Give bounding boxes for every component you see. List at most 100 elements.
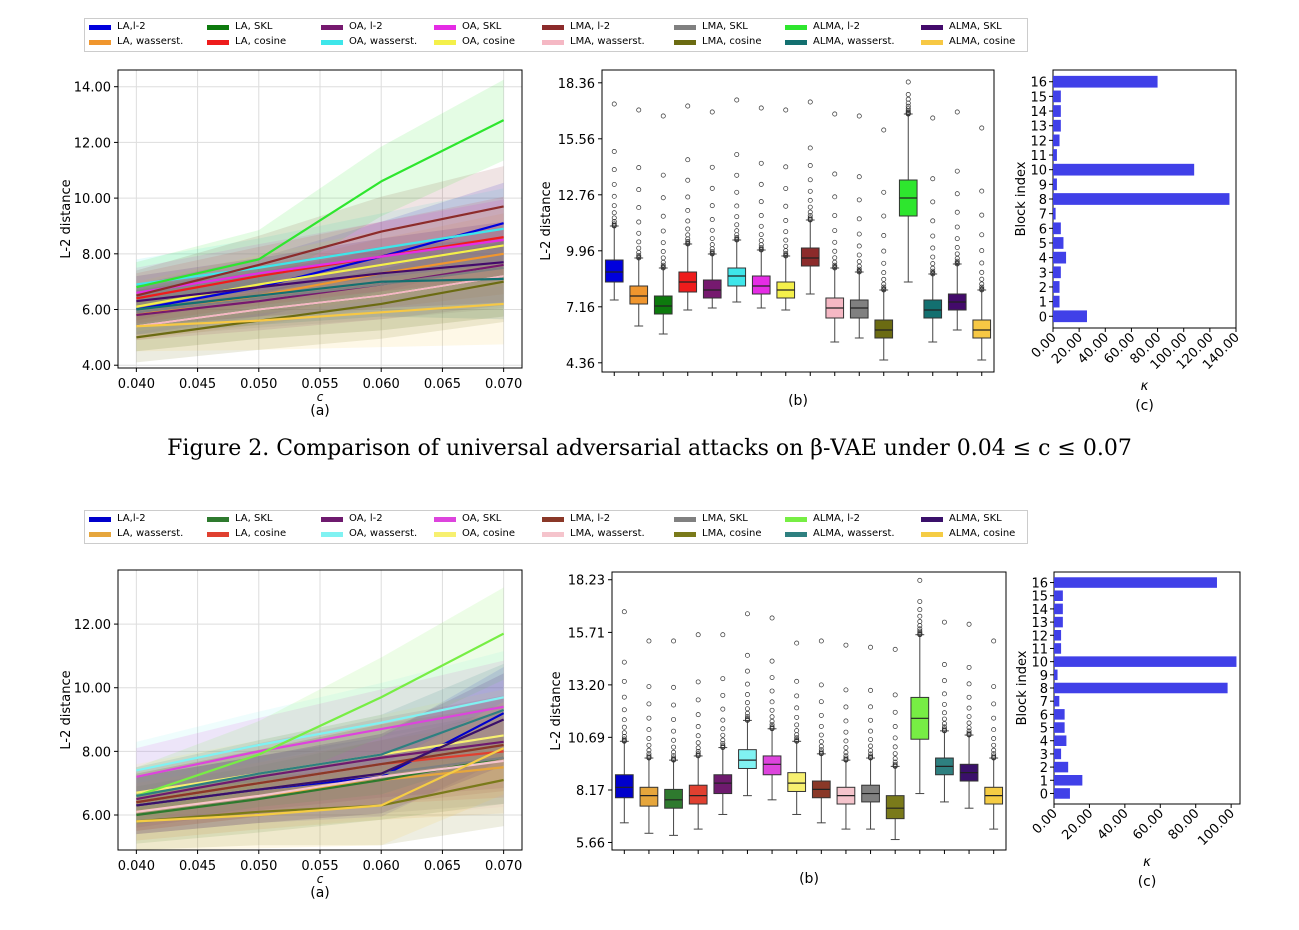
- legend-swatch: [207, 532, 229, 537]
- legend-swatch: [785, 40, 807, 45]
- y-tick-label: 4.36: [566, 357, 595, 372]
- outlier-point: [636, 252, 642, 258]
- outlier-point: [636, 205, 642, 211]
- outlier-point: [856, 197, 862, 203]
- outlier-point: [818, 743, 824, 749]
- x-tick-label: 0.045: [179, 377, 216, 392]
- bar: [1053, 178, 1057, 191]
- outlier-point: [856, 174, 862, 180]
- x-tick-label: 0.055: [301, 859, 338, 874]
- legend-swatch: [321, 517, 343, 522]
- outlier-point: [611, 221, 617, 227]
- outlier-point: [660, 195, 666, 201]
- y-axis-label: L-2 distance: [59, 179, 74, 258]
- series-line: [136, 302, 504, 328]
- outlier-point: [843, 718, 849, 724]
- outlier-point: [744, 652, 750, 658]
- outlier-point: [621, 609, 627, 615]
- outlier-point: [991, 736, 997, 741]
- outlier-point: [868, 644, 874, 650]
- series-line: [136, 740, 504, 801]
- outlier-point: [734, 222, 740, 228]
- y-tick-label: 12.00: [74, 618, 111, 633]
- y-tick-label: 1: [1039, 296, 1047, 311]
- y-tick-label: 14: [1031, 603, 1048, 618]
- y-axis-label: Block index: [1014, 161, 1029, 236]
- outlier-point: [709, 164, 715, 170]
- outlier-point: [905, 96, 911, 102]
- outlier-point: [991, 753, 997, 759]
- y-tick-label: 16: [1030, 76, 1047, 91]
- outlier-point: [621, 734, 627, 739]
- outlier-point: [930, 218, 936, 224]
- outlier-point: [954, 191, 960, 197]
- legend-label: LMA, wasserst.: [570, 528, 645, 539]
- outlier-point: [709, 236, 715, 241]
- outlier-point: [671, 717, 677, 722]
- outlier-point: [991, 684, 997, 690]
- x-axis-label: c: [317, 872, 324, 886]
- outlier-point: [720, 706, 726, 712]
- bar: [1053, 222, 1061, 235]
- outlier-point: [695, 740, 701, 746]
- outlier-point: [807, 177, 813, 183]
- outlier-point: [843, 729, 849, 735]
- outlier-point: [832, 239, 838, 245]
- legend-label: LA, SKL: [235, 513, 273, 524]
- box: [653, 295, 673, 315]
- outlier-point: [783, 203, 789, 209]
- outlier-point: [892, 735, 898, 741]
- bar: [1054, 577, 1217, 588]
- series-line: [136, 708, 505, 797]
- outlier-point: [709, 248, 715, 254]
- series-line: [136, 277, 504, 311]
- bar: [1053, 105, 1061, 117]
- bar: [1053, 207, 1056, 220]
- series-line: [136, 705, 504, 778]
- outlier-point: [892, 761, 898, 767]
- outlier-point: [881, 281, 887, 287]
- outlier-point: [917, 613, 923, 619]
- y-tick-label: 10.69: [568, 731, 605, 746]
- y-tick-label: 12: [1030, 134, 1047, 149]
- outlier-point: [611, 203, 617, 209]
- outlier-point: [769, 714, 775, 720]
- outlier-point: [621, 736, 627, 742]
- bar: [1054, 630, 1062, 641]
- outlier-point: [646, 736, 652, 741]
- outlier-point: [720, 632, 726, 638]
- outlier-point: [941, 724, 947, 730]
- box: [713, 774, 733, 795]
- outlier-point: [744, 611, 750, 617]
- outlier-point: [783, 186, 789, 191]
- outlier-point: [695, 697, 701, 703]
- outlier-point: [621, 707, 627, 713]
- outlier-point: [917, 628, 923, 634]
- outlier-point: [991, 742, 997, 748]
- bar: [1054, 682, 1228, 694]
- outlier-point: [843, 687, 849, 693]
- bar: [1054, 775, 1083, 786]
- outlier-point: [843, 753, 849, 759]
- outlier-point: [695, 745, 701, 751]
- y-tick-label: 13: [1031, 616, 1048, 631]
- outlier-point: [807, 197, 813, 203]
- box: [751, 275, 771, 295]
- box: [762, 755, 782, 776]
- outlier-point: [685, 232, 691, 238]
- outlier-point: [783, 237, 789, 243]
- y-tick-label: 1: [1040, 774, 1048, 789]
- y-tick-label: 5: [1040, 722, 1048, 737]
- legend-label: LMA, l-2: [570, 513, 611, 524]
- outlier-point: [646, 638, 652, 644]
- outlier-point: [966, 664, 972, 670]
- bar: [1053, 134, 1060, 147]
- x-tick-label: 0.055: [301, 377, 338, 392]
- outlier-point: [660, 228, 666, 234]
- outlier-point: [744, 681, 750, 687]
- outlier-point: [685, 177, 691, 183]
- y-tick-label: 15: [1031, 590, 1048, 605]
- y-tick-label: 0: [1040, 787, 1048, 802]
- outlier-point: [621, 694, 627, 700]
- outlier-point: [941, 716, 947, 722]
